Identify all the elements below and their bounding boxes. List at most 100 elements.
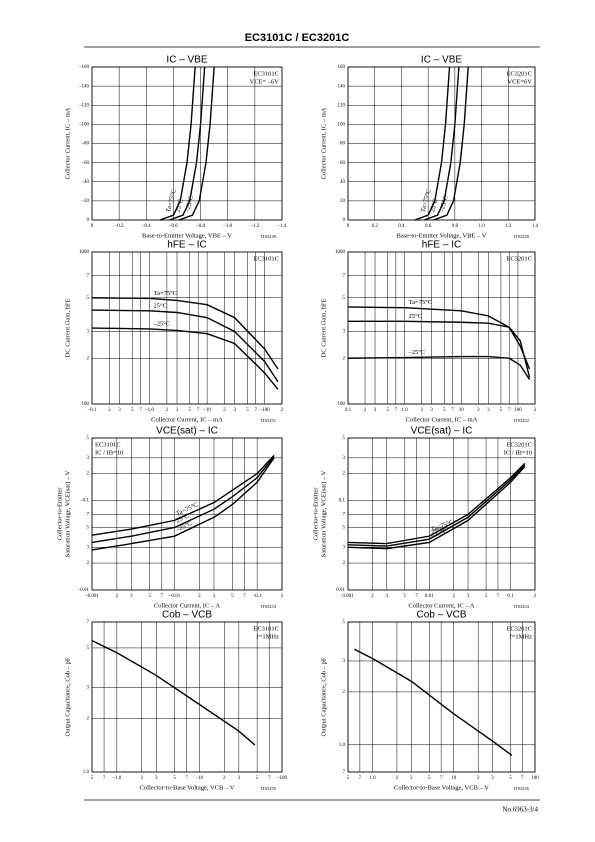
y-tick-label: 1.0 [339, 743, 346, 748]
curve [178, 66, 215, 221]
y-axis-label: DC Current Gain, hFE [320, 299, 327, 358]
x-tick-label: 0.2 [372, 224, 379, 229]
x-tick-label: 0.8 [452, 224, 459, 229]
y-axis-label: Saturation Voltage, VCE(sat) – V [320, 470, 327, 557]
x-tick-label: –0.8 [195, 224, 205, 229]
x-tick-label: 5 [256, 776, 259, 781]
curve-label: –25°C [438, 195, 449, 214]
x-tick-label: 5 [173, 776, 176, 781]
y-tick-label: 7 [343, 770, 346, 775]
condition-note: f=1MHz [257, 633, 280, 640]
y-tick-label: 3 [87, 456, 90, 461]
x-tick-label: 7 [243, 594, 246, 599]
y-tick-label: 140 [338, 84, 346, 89]
x-tick-label: 5 [500, 408, 503, 413]
x-tick-label: 5 [386, 408, 389, 413]
x-tick-label: 2 [364, 408, 367, 413]
condition-note: EC3201C [506, 255, 532, 262]
x-tick-label: 3 [233, 408, 236, 413]
x-axis-label: Base-to-Emitter Voltage, VBE – V [397, 232, 487, 239]
condition-note: IC / IB=10 [95, 449, 123, 456]
y-tick-label: –40 [81, 180, 90, 185]
x-tick-label: –100 [259, 408, 271, 413]
x-tick-label: 2 [223, 408, 226, 413]
y-tick-label: 3 [343, 330, 346, 335]
condition-note: EC3101C [253, 70, 279, 77]
curve [348, 320, 531, 378]
y-tick-label: –0.1 [79, 499, 89, 504]
chart-title: IC – VBE [421, 55, 462, 66]
x-tick-label: 3 [467, 594, 470, 599]
x-tick-label: –0.1 [252, 594, 262, 599]
x-tick-label: –0.01 [168, 594, 181, 599]
x-tick-label: 5 [443, 408, 446, 413]
x-tick-label: 0.01 [425, 594, 434, 599]
curve [91, 456, 275, 544]
x-tick-label: –10 [195, 776, 204, 781]
y-axis-label: Collector-to-Emitter [56, 487, 63, 541]
chart-title: Cob – VCB [162, 610, 212, 621]
x-tick-label: 7 [440, 776, 443, 781]
plot-frame [347, 66, 536, 221]
x-tick-label: –0.001 [84, 594, 99, 599]
x-tick-label: 7 [359, 776, 362, 781]
x-tick-label: 5 [428, 776, 431, 781]
x-tick-label: 5 [189, 408, 192, 413]
x-tick-label: 0.001 [342, 594, 354, 599]
y-tick-label: –100 [78, 123, 90, 128]
curve [91, 309, 279, 383]
x-tick-label: 3 [430, 408, 433, 413]
y-axis-label: Output Capacitance, Cob – pF [64, 657, 71, 736]
y-tick-label: 7 [343, 513, 346, 518]
x-tick-label: 100 [514, 408, 522, 413]
y-tick-label: 1.0 [83, 770, 90, 775]
x-tick-label: 3 [213, 594, 216, 599]
x-tick-label: 0.6 [425, 224, 432, 229]
x-tick-label: 3 [374, 408, 377, 413]
y-axis-label: Output Capacitance, Cob – pF [320, 657, 327, 736]
y-tick-label: 5 [343, 296, 346, 301]
y-tick-label: 100 [82, 402, 90, 407]
x-axis-label: Collector-to-Base Voltage, VCB – V [394, 784, 489, 791]
x-tick-label: 1.0 [402, 408, 409, 413]
x-tick-label: 5 [91, 776, 94, 781]
x-tick-label: 7 [139, 408, 142, 413]
figure-code: IT03255 [261, 786, 277, 791]
y-tick-label: 80 [340, 142, 346, 147]
curve-label: –25°C [184, 195, 195, 214]
curve-label: 25°C [154, 302, 167, 309]
curve [347, 464, 526, 547]
x-tick-label: 1.0 [478, 224, 485, 229]
chart: VCE(sat) – IC 0.001 2 3 5 7 0.01 2 3 5 7 0.1 2 0.01 2 3… [312, 426, 536, 610]
y-tick-label: 1000 [335, 250, 346, 255]
y-axis-label: Saturation Voltage, VCE(sat) – V [64, 470, 71, 557]
x-tick-label: 7 [497, 594, 500, 599]
curve-label: 25°C [430, 525, 445, 536]
curve [347, 306, 531, 370]
curve [159, 66, 196, 221]
y-tick-label: 5 [343, 436, 346, 441]
chart-title: VCE(sat) – IC [411, 426, 473, 437]
x-axis-label: Collector Current, IC – mA [406, 416, 478, 423]
y-tick-label: 7 [87, 620, 90, 625]
y-tick-label: 2 [343, 356, 346, 361]
y-tick-label: 7 [343, 274, 346, 279]
x-tick-label: 1.2 [505, 224, 512, 229]
x-tick-label: 0.4 [398, 224, 405, 229]
curve [91, 327, 279, 390]
curve [354, 648, 513, 756]
y-tick-label: –80 [81, 142, 90, 147]
y-tick-label: –60 [81, 161, 90, 166]
plot-frame [91, 621, 283, 773]
y-tick-label: 3 [343, 456, 346, 461]
y-tick-label: –120 [78, 103, 90, 108]
x-tick-label: 3 [238, 776, 241, 781]
figure-code: IT03252 [514, 418, 530, 423]
x-axis-label: Base-to-Emitter Voltage, VBE – V [142, 232, 232, 239]
y-tick-label: 2 [343, 561, 346, 566]
y-tick-label: 7 [87, 513, 90, 518]
x-tick-label: 2 [140, 776, 143, 781]
y-tick-label: 3 [343, 659, 346, 664]
y-tick-label: 1000 [79, 250, 90, 255]
